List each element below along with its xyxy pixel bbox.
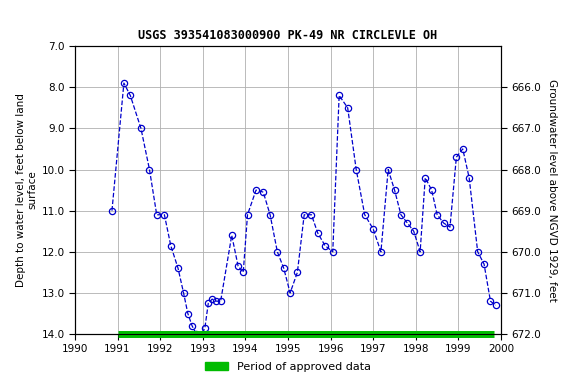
Y-axis label: Depth to water level, feet below land
surface: Depth to water level, feet below land su… [16, 93, 37, 287]
Title: USGS 393541083000900 PK-49 NR CIRCLEVLE OH: USGS 393541083000900 PK-49 NR CIRCLEVLE … [138, 29, 438, 42]
Legend: Period of approved data: Period of approved data [201, 358, 375, 377]
Y-axis label: Groundwater level above NGVD 1929, feet: Groundwater level above NGVD 1929, feet [547, 79, 557, 301]
